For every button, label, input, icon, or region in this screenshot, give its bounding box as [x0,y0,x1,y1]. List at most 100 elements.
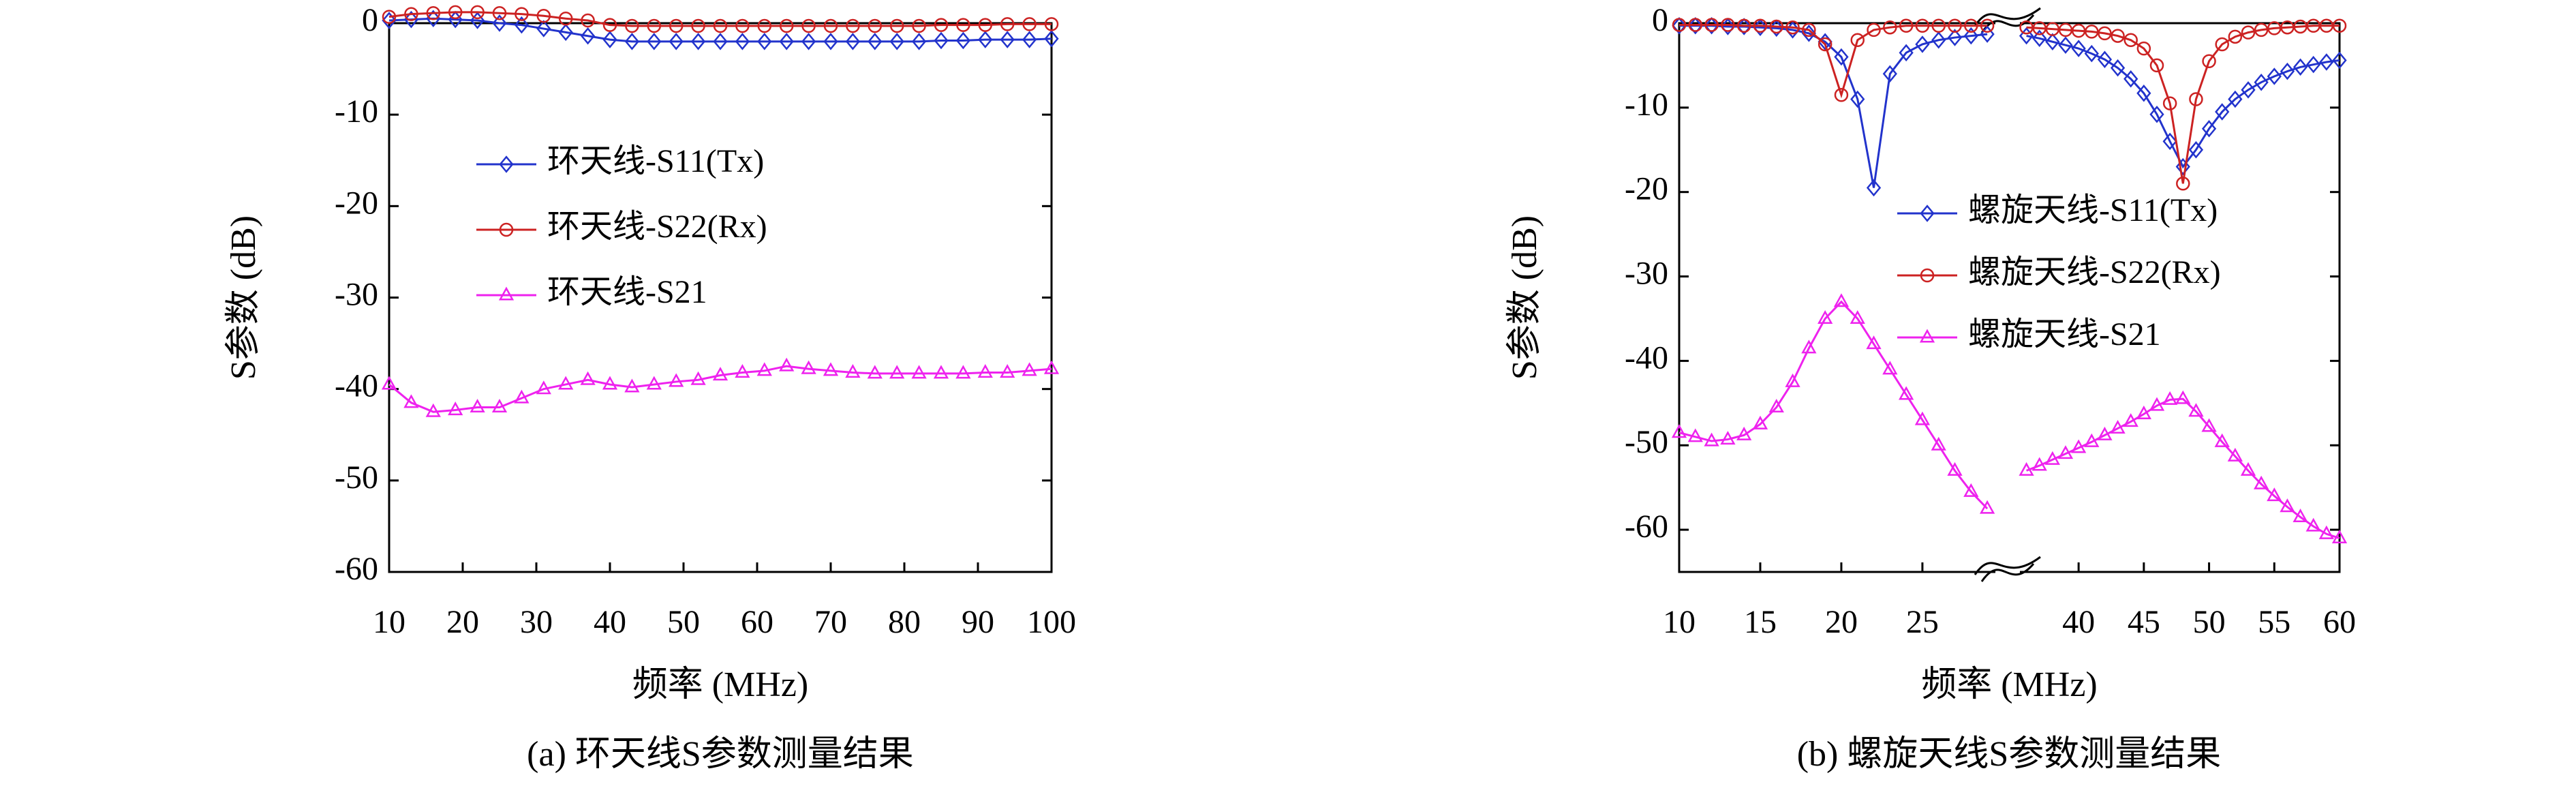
marker [1672,18,1687,32]
marker [1899,44,1914,62]
marker [2084,433,2100,447]
marker [1947,462,1963,476]
marker [624,33,640,50]
marker [514,16,530,34]
y-tick-label: -20 [335,185,378,221]
y-tick-label: -30 [1625,256,1668,292]
marker [2045,33,2060,50]
marker [470,399,485,413]
marker [2162,132,2177,151]
marker [868,18,883,33]
series-line [1679,23,1988,99]
marker [1948,18,1962,33]
marker [1850,309,1865,324]
marker [2293,58,2308,76]
marker [977,364,993,378]
marker [2162,391,2178,405]
marker [2228,90,2243,108]
marker [1867,22,1881,37]
series-line [388,17,1052,43]
marker [2044,451,2060,465]
marker [1834,48,1849,66]
marker [2136,405,2151,419]
x-tick-label: 15 [1744,604,1777,640]
marker [499,155,514,173]
marker [491,399,508,413]
marker [1704,16,1719,35]
x-tick-label: 25 [1906,604,1939,640]
marker [2201,418,2217,432]
marker [404,7,418,21]
marker [2162,96,2177,110]
marker [978,18,993,32]
y-tick-label: -10 [335,93,378,130]
marker [425,403,441,417]
marker [1688,18,1703,32]
y-tick-label: -40 [1625,339,1668,376]
marker [602,18,617,32]
marker [1818,37,1833,52]
marker [2189,92,2203,106]
marker [1818,309,1833,324]
marker [2227,447,2243,462]
marker [2293,509,2308,523]
marker [691,18,705,33]
marker [448,5,463,20]
marker [1899,386,1914,400]
marker [2149,58,2164,73]
marker [1931,18,1946,33]
marker [2032,29,2047,48]
y-tick-label: -50 [1625,424,1668,460]
x-tick-label: 50 [2193,604,2226,640]
marker [2188,403,2204,417]
marker [2331,529,2348,544]
x-tick-label: 20 [1825,604,1858,640]
x-tick-label: 40 [2062,604,2095,640]
marker [1850,33,1865,48]
marker [2267,67,2282,85]
marker [779,357,795,372]
marker [2306,55,2321,74]
marker [580,27,596,45]
marker [492,5,507,20]
y-axis-label: S参数 (dB) [224,215,263,380]
marker [735,364,750,378]
marker [889,33,904,50]
marker [1785,20,1800,35]
marker [669,33,684,50]
marker [801,33,816,50]
marker [1882,361,1898,375]
marker [868,33,883,50]
marker [2031,457,2047,471]
marker [757,33,772,50]
marker [1914,411,1931,425]
marker [823,18,838,33]
marker [2215,37,2229,52]
marker [2280,62,2295,80]
marker [2319,53,2334,71]
marker [823,362,839,376]
x-tick-label: 10 [1663,604,1696,640]
marker [1980,18,1995,33]
y-tick-label: 0 [362,2,378,38]
x-tick-label: 30 [520,604,553,640]
marker [889,18,904,33]
marker [2241,25,2256,40]
marker [1882,65,1897,83]
marker [2136,85,2151,102]
marker [1671,424,1687,438]
series-line [1679,25,1988,188]
marker [690,33,706,50]
marker [955,365,971,379]
marker [867,365,883,379]
marker [756,362,772,376]
marker [1931,31,1946,49]
marker [669,373,684,387]
marker [2305,517,2321,532]
marker [536,380,551,395]
marker [1980,25,1995,43]
marker [1000,31,1015,48]
y-tick-label: -20 [1625,171,1668,207]
marker [1920,205,1935,222]
